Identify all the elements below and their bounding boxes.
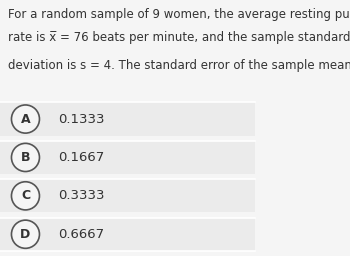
Text: B: B — [21, 151, 30, 164]
Circle shape — [12, 182, 40, 210]
Text: 0.6667: 0.6667 — [58, 228, 105, 241]
Circle shape — [12, 143, 40, 172]
Circle shape — [12, 220, 40, 248]
Text: deviation is s = 4. The standard error of the sample mean is: deviation is s = 4. The standard error o… — [8, 59, 350, 72]
FancyBboxPatch shape — [0, 218, 254, 251]
Text: C: C — [21, 189, 30, 202]
FancyBboxPatch shape — [0, 102, 254, 136]
Text: For a random sample of 9 women, the average resting pulse: For a random sample of 9 women, the aver… — [8, 8, 350, 21]
Text: 0.1667: 0.1667 — [58, 151, 105, 164]
Text: 0.3333: 0.3333 — [58, 189, 105, 202]
Text: A: A — [21, 113, 30, 125]
FancyBboxPatch shape — [0, 179, 254, 212]
FancyBboxPatch shape — [0, 141, 254, 174]
Text: rate is x̅ = 76 beats per minute, and the sample standard: rate is x̅ = 76 beats per minute, and th… — [8, 31, 350, 44]
Text: D: D — [20, 228, 30, 241]
Text: 0.1333: 0.1333 — [58, 113, 105, 125]
Circle shape — [12, 105, 40, 133]
